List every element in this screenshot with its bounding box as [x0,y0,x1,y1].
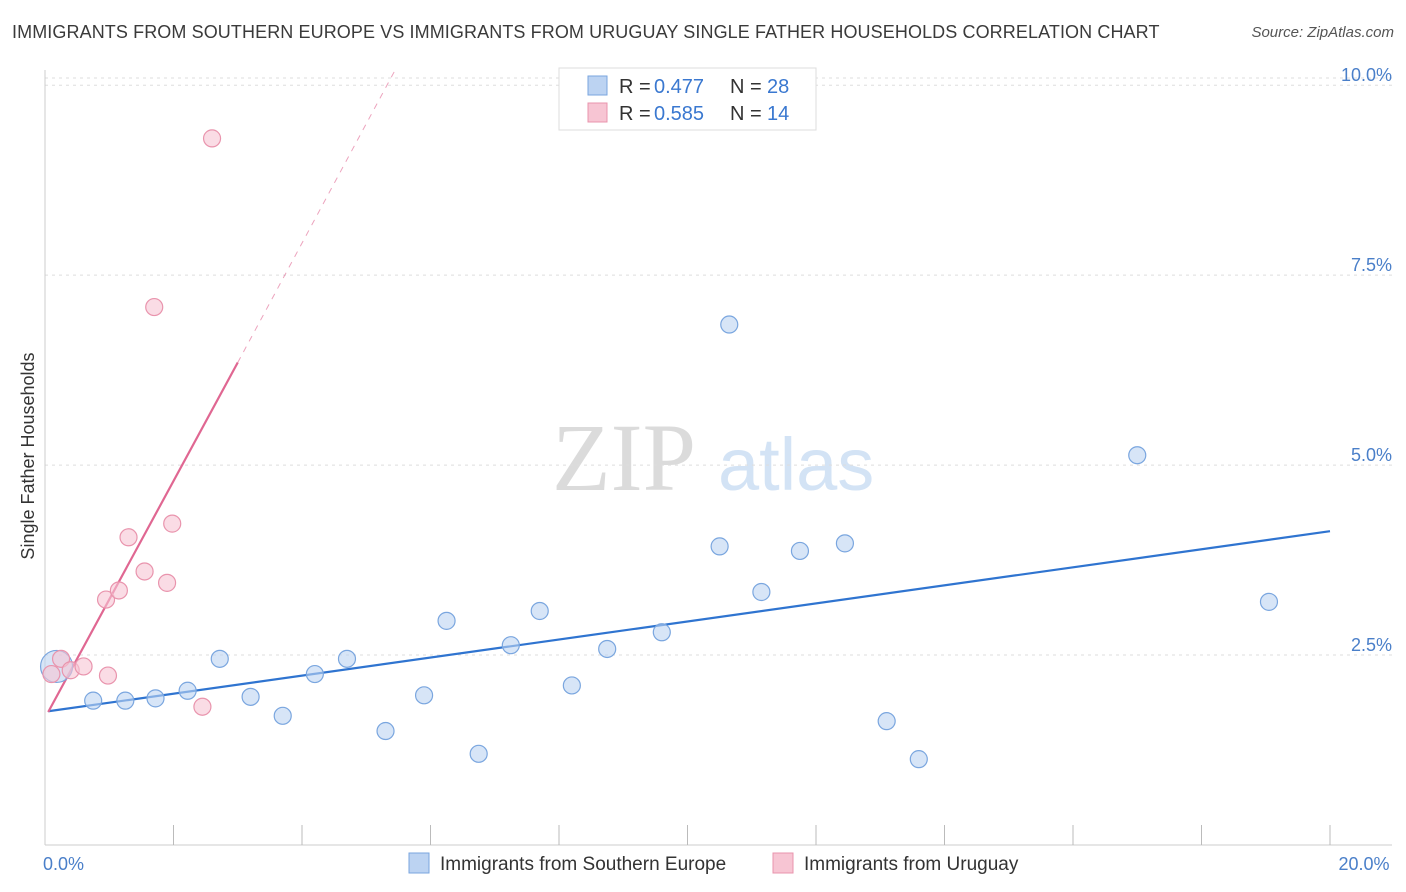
legend-n-label-1: N = [730,76,762,98]
source-credit: Source: ZipAtlas.com [1251,24,1394,41]
x-tick-label: 20.0% [1338,854,1389,874]
point-blue [562,676,581,695]
chart-title: IMMIGRANTS FROM SOUTHERN EUROPE VS IMMIG… [12,22,1160,42]
watermark-zip: ZIP [552,404,696,511]
x-tick-labels: 0.0% 20.0% [43,854,1390,874]
watermark: ZIP atlas [552,404,874,511]
axes [44,70,1392,846]
point-pink [157,573,177,592]
trendline-pink [47,362,239,713]
legend-swatch-pink [587,102,608,123]
legend-n-value-2: 14 [767,103,789,125]
point-blue [790,541,810,561]
point-pink [96,590,116,609]
point-blue [414,686,434,705]
y-tick-label: 7.5% [1351,255,1392,275]
point-pink [202,129,222,148]
point-pink [42,664,61,684]
series-legend-label-blue: Immigrants from Southern Europe [440,854,726,875]
point-pink [109,581,128,600]
point-blue [84,691,103,710]
y-tick-labels: 2.5% 5.0% 7.5% 10.0% [1341,65,1392,655]
series-legend-label-pink: Immigrants from Uruguay [804,854,1019,875]
point-blue [752,582,771,602]
series-legend: Immigrants from Southern Europe Immigran… [408,852,1019,875]
legend-r-label-2: R = [619,103,651,125]
point-blue [598,639,617,659]
legend-n-value-1: 28 [767,76,789,98]
point-pink [74,657,93,676]
legend-n-label-2: N = [730,103,762,125]
point-blue [116,691,135,710]
trendline-blue [48,530,1331,713]
y-tick-label: 2.5% [1351,635,1392,655]
point-blue [273,706,292,725]
trendline-extension-pink [237,69,396,363]
series-legend-swatch-pink [772,852,794,874]
point-blue [1128,446,1147,465]
point-blue [241,687,260,706]
point-blue [469,744,488,763]
y-axis-title: Single Father Households [18,352,38,559]
point-blue [652,623,671,642]
point-pink [145,297,164,317]
gridlines [45,77,1392,656]
point-blue [437,611,456,630]
point-blue [337,649,357,668]
point-pink [163,514,182,533]
point-blue [530,601,549,621]
correlation-legend: R = 0.477 N = 28 R = 0.585 N = 14 [558,67,817,131]
point-blue [1259,592,1279,611]
y-tick-label: 10.0% [1341,65,1392,85]
legend-swatch-blue [587,75,608,96]
point-blue [710,537,729,556]
point-blue [178,681,197,700]
point-pink [98,666,118,685]
point-blue [210,649,229,668]
data-points [39,129,1279,769]
point-pink [119,528,138,547]
legend-r-value-1: 0.477 [654,76,704,98]
point-blue [376,721,395,741]
point-pink [135,562,154,581]
point-blue [501,636,520,655]
point-blue [305,664,324,684]
legend-r-label-1: R = [619,76,651,98]
x-tick-label: 0.0% [43,854,84,874]
point-blue [909,750,928,769]
point-blue [877,712,896,731]
point-blue [720,315,739,334]
watermark-atlas: atlas [718,423,874,506]
trendlines [47,69,1331,713]
y-tick-label: 5.0% [1351,445,1392,465]
point-pink [193,697,212,716]
legend-r-value-2: 0.585 [654,103,704,125]
series-legend-swatch-blue [408,852,430,874]
point-blue [146,689,165,708]
point-blue [835,534,855,553]
